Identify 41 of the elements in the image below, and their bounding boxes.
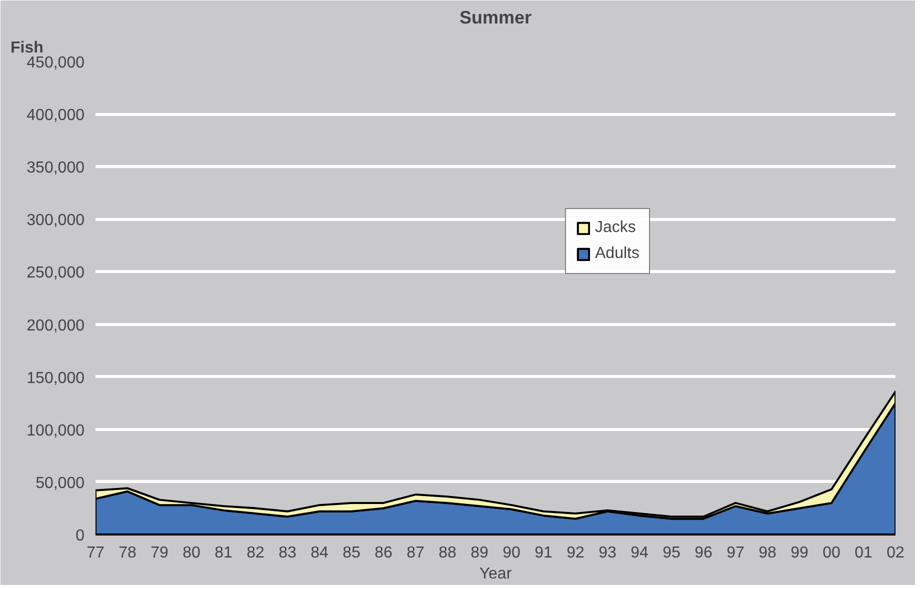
x-tick-label: 79 xyxy=(150,544,168,562)
x-tick-label: 83 xyxy=(278,544,296,562)
x-tick-label: 84 xyxy=(310,544,328,562)
y-tick-label: 200,000 xyxy=(26,317,85,334)
y-tick-label: 100,000 xyxy=(26,422,85,440)
y-tick-label: 0 xyxy=(76,528,85,544)
x-tick-label: 95 xyxy=(662,544,680,562)
x-tick-label: 91 xyxy=(534,544,552,562)
x-tick-label: 86 xyxy=(374,544,392,562)
x-tick-label: 89 xyxy=(470,544,488,562)
y-tick-label: 300,000 xyxy=(26,212,85,230)
y-tick-label: 350,000 xyxy=(26,160,85,177)
y-tick-label: 50,000 xyxy=(36,474,85,492)
y-tick-label: 400,000 xyxy=(26,107,85,124)
x-tick-label: 01 xyxy=(854,544,872,562)
y-tick-label: 250,000 xyxy=(26,264,85,282)
x-tick-label: 90 xyxy=(502,544,520,562)
x-tick-label: 81 xyxy=(214,544,232,562)
x-axis-title: Year xyxy=(479,566,512,582)
x-tick-label: 94 xyxy=(630,544,648,562)
x-tick-label: 98 xyxy=(758,544,776,562)
x-tick-label: 85 xyxy=(342,544,360,562)
chart-title: Summer xyxy=(459,8,532,28)
y-tick-label: 150,000 xyxy=(26,370,85,387)
y-tick-label: 450,000 xyxy=(26,54,85,72)
x-tick-label: 87 xyxy=(406,544,424,562)
x-tick-label: 93 xyxy=(598,544,616,562)
x-tick-label: 82 xyxy=(246,544,264,562)
x-tick-label: 80 xyxy=(182,544,200,562)
legend-label: Adults xyxy=(595,245,640,263)
x-tick-label: 78 xyxy=(118,544,136,562)
legend-label: Jacks xyxy=(595,219,636,237)
x-tick-label: 88 xyxy=(438,544,456,562)
x-tick-label: 97 xyxy=(726,544,744,562)
y-axis-title: Fish xyxy=(10,40,44,56)
x-tick-label: 92 xyxy=(566,544,584,562)
x-tick-label: 99 xyxy=(790,544,808,562)
x-tick-label: 77 xyxy=(86,544,104,562)
x-tick-label: 02 xyxy=(886,544,904,562)
x-tick-label: 96 xyxy=(694,544,712,562)
x-tick-label: 00 xyxy=(822,544,840,562)
